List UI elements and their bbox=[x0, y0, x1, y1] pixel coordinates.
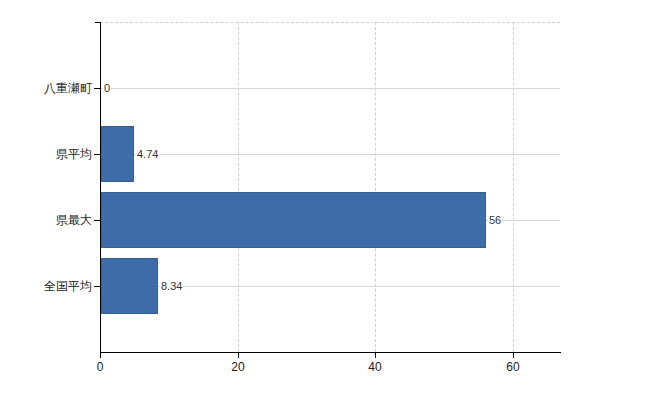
category-gridline bbox=[101, 88, 560, 89]
bar-value-label: 56 bbox=[488, 213, 502, 227]
x-axis-tick bbox=[375, 352, 376, 358]
x-tick-label: 20 bbox=[218, 359, 258, 375]
x-axis-tick bbox=[238, 352, 239, 358]
x-tick-label: 0 bbox=[80, 359, 120, 375]
x-tick-label: 60 bbox=[493, 359, 533, 375]
bar-value-label: 4.74 bbox=[136, 147, 159, 161]
category-label: 県最大 bbox=[0, 212, 92, 228]
category-gridline bbox=[101, 154, 560, 155]
category-label: 県平均 bbox=[0, 146, 92, 162]
category-label: 八重瀬町 bbox=[0, 80, 92, 96]
bar-value-label: 0 bbox=[103, 81, 111, 95]
vertical-gridline bbox=[513, 22, 514, 352]
vertical-gridline bbox=[375, 22, 376, 352]
x-axis bbox=[100, 352, 561, 353]
x-tick-label: 40 bbox=[355, 359, 395, 375]
x-axis-tick bbox=[100, 352, 101, 358]
bar-value-label: 8.34 bbox=[160, 279, 183, 293]
bar-chart: 八重瀬町県平均県最大全国平均 0 20 40 60 0 4.74 56 8.34 bbox=[0, 0, 650, 400]
plot-top-border bbox=[100, 22, 560, 23]
y-axis-top-tick bbox=[95, 22, 100, 23]
vertical-gridline bbox=[238, 22, 239, 352]
bar bbox=[101, 258, 158, 314]
category-label: 全国平均 bbox=[0, 278, 92, 294]
x-axis-tick bbox=[513, 352, 514, 358]
bar bbox=[101, 126, 134, 182]
bar bbox=[101, 192, 486, 248]
